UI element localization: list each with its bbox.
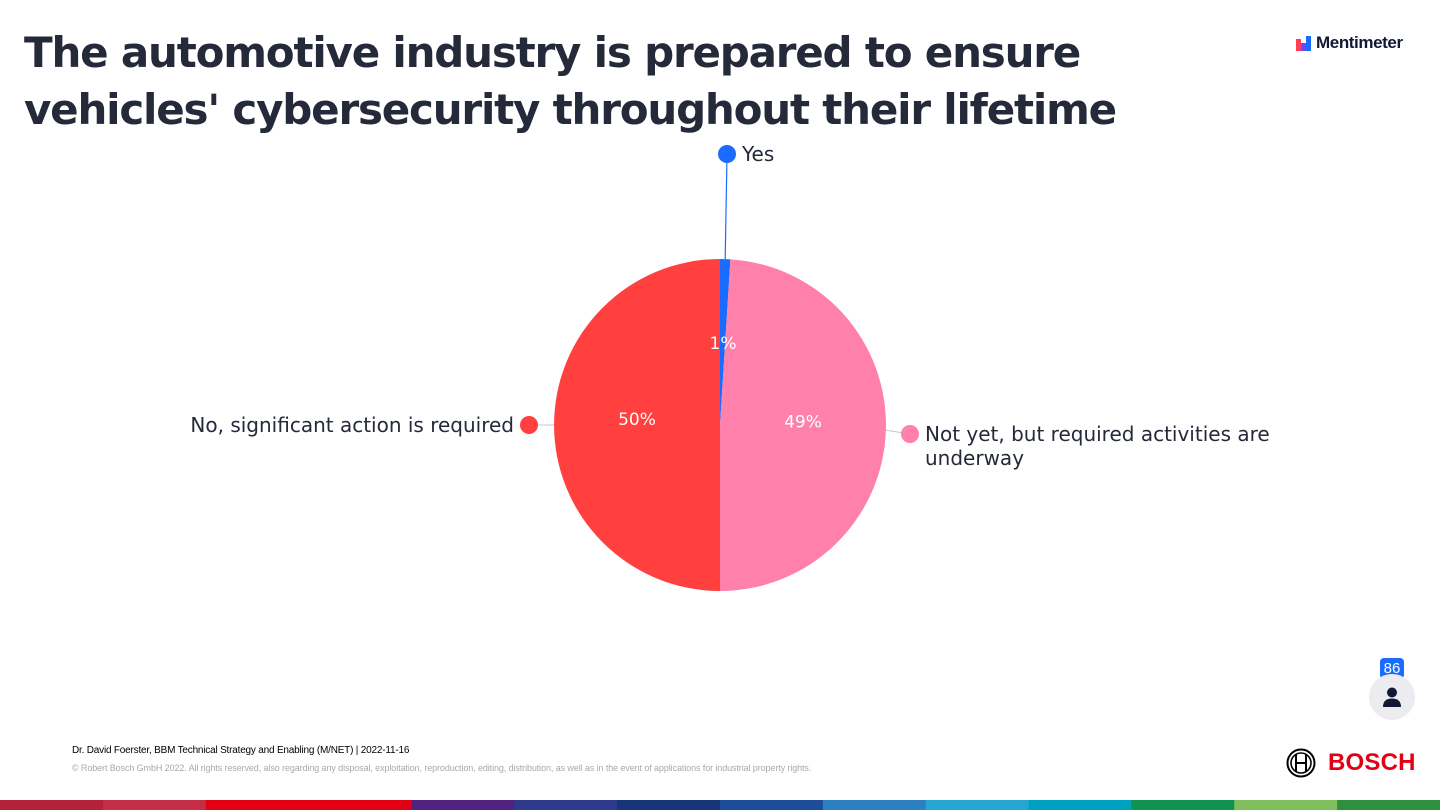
band-segment — [617, 800, 721, 810]
responses-count-badge: 86 — [1380, 658, 1404, 679]
band-segment — [1337, 800, 1440, 810]
person-icon — [1383, 687, 1401, 707]
slice-percent-label: 49% — [784, 413, 822, 433]
band-segment — [514, 800, 618, 810]
band-segment — [925, 800, 1030, 810]
legend-dot — [520, 416, 538, 434]
responses-button[interactable] — [1369, 674, 1415, 720]
slice-percent-label: 50% — [618, 410, 656, 430]
bosch-logo: BOSCH — [1286, 748, 1416, 778]
responses-counter[interactable]: 86 — [1369, 658, 1417, 720]
bosch-armature-icon — [1286, 748, 1316, 778]
band-segment — [205, 800, 310, 810]
leader-line — [724, 153, 728, 260]
band-segment — [0, 800, 104, 810]
brand-name: Mentimeter — [1316, 33, 1403, 52]
slide-title: The automotive industry is prepared to e… — [24, 28, 1117, 134]
category-label: No, significant action is required — [190, 413, 514, 437]
footer-meta: Dr. David Foerster, BBM Technical Strate… — [72, 745, 410, 756]
brand-color-band — [0, 800, 1440, 810]
band-segment — [308, 800, 412, 810]
band-segment — [1234, 800, 1338, 810]
mentimeter-logo-icon — [1296, 35, 1311, 51]
category-label: Yes — [741, 142, 774, 166]
band-segment — [720, 800, 824, 810]
pie-slice — [720, 259, 886, 591]
legend-dot — [718, 145, 736, 163]
mentimeter-brand: Mentimeter — [1296, 33, 1403, 53]
band-segment — [822, 800, 927, 810]
legend-dot — [901, 425, 919, 443]
category-label: Not yet, but required activities are unde… — [925, 422, 1270, 470]
footer-copyright: © Robert Bosch GmbH 2022. All rights res… — [72, 763, 812, 773]
band-segment — [1028, 800, 1132, 810]
band-segment — [102, 800, 207, 810]
band-segment — [1131, 800, 1235, 810]
band-segment — [411, 800, 515, 810]
bosch-wordmark: BOSCH — [1328, 749, 1416, 776]
slice-percent-label: 1% — [710, 334, 737, 354]
pie-slice — [720, 259, 731, 425]
pie-slice — [554, 259, 720, 591]
